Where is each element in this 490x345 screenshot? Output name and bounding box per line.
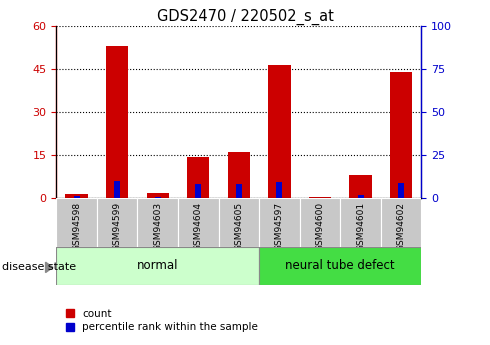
FancyBboxPatch shape bbox=[340, 198, 381, 247]
Text: GSM94601: GSM94601 bbox=[356, 202, 365, 252]
Bar bbox=[147, 193, 169, 198]
FancyBboxPatch shape bbox=[97, 198, 138, 247]
FancyBboxPatch shape bbox=[259, 198, 300, 247]
Legend: count, percentile rank within the sample: count, percentile rank within the sample bbox=[62, 305, 263, 336]
Text: normal: normal bbox=[137, 259, 178, 272]
FancyBboxPatch shape bbox=[56, 247, 259, 285]
FancyBboxPatch shape bbox=[381, 198, 421, 247]
FancyBboxPatch shape bbox=[300, 198, 340, 247]
Bar bbox=[390, 72, 412, 198]
Text: GSM94600: GSM94600 bbox=[316, 202, 324, 252]
Bar bbox=[269, 65, 291, 198]
Bar bbox=[114, 181, 120, 198]
Bar bbox=[196, 184, 201, 198]
Bar bbox=[276, 182, 282, 198]
FancyBboxPatch shape bbox=[178, 198, 219, 247]
Bar bbox=[349, 175, 372, 198]
Bar bbox=[228, 152, 250, 198]
Text: GSM94605: GSM94605 bbox=[234, 202, 244, 252]
Text: disease state: disease state bbox=[2, 263, 76, 272]
Text: GDS2470 / 220502_s_at: GDS2470 / 220502_s_at bbox=[157, 9, 333, 25]
Bar bbox=[66, 194, 88, 198]
FancyBboxPatch shape bbox=[259, 247, 421, 285]
Bar bbox=[398, 183, 404, 198]
Text: GSM94604: GSM94604 bbox=[194, 202, 203, 251]
FancyBboxPatch shape bbox=[138, 198, 178, 247]
FancyBboxPatch shape bbox=[219, 198, 259, 247]
Text: GSM94603: GSM94603 bbox=[153, 202, 162, 252]
Bar bbox=[358, 195, 364, 198]
Polygon shape bbox=[46, 262, 53, 273]
FancyBboxPatch shape bbox=[56, 198, 97, 247]
Text: neural tube defect: neural tube defect bbox=[286, 259, 395, 272]
Bar bbox=[155, 197, 161, 198]
Bar bbox=[106, 46, 128, 198]
Bar bbox=[309, 197, 331, 198]
Bar bbox=[74, 196, 80, 198]
Bar bbox=[187, 157, 209, 198]
Text: GSM94598: GSM94598 bbox=[72, 202, 81, 252]
Text: GSM94597: GSM94597 bbox=[275, 202, 284, 252]
Text: GSM94599: GSM94599 bbox=[113, 202, 122, 252]
Bar bbox=[236, 184, 242, 198]
FancyBboxPatch shape bbox=[56, 247, 421, 285]
Text: GSM94602: GSM94602 bbox=[396, 202, 406, 251]
